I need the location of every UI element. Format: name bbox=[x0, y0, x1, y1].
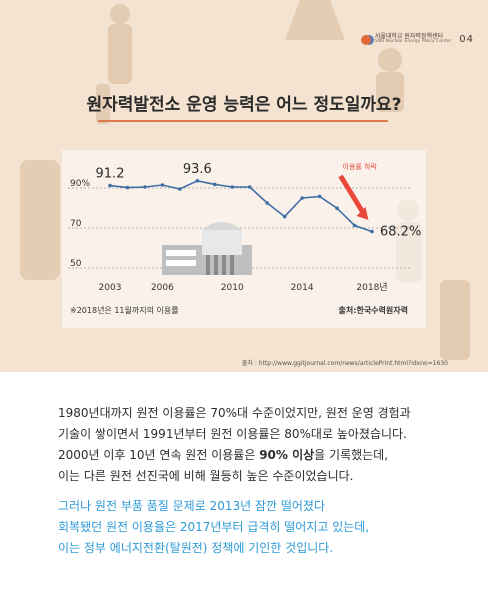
data-point bbox=[370, 229, 374, 234]
paragraph-2-line: 그러나 원전 부품 품질 문제로 2013년 잠깐 떨어졌다 bbox=[58, 499, 326, 513]
data-point bbox=[160, 183, 165, 187]
page-title: 원자력발전소 운영 능력은 어느 정도일까요? bbox=[86, 95, 402, 115]
snu-logo-icon bbox=[360, 34, 371, 45]
paragraph-1-line: 이는 다른 원전 선진국에 비해 월등히 높은 수준이었습니다. bbox=[58, 469, 354, 483]
chart-source: 출처:한국수력원자력 bbox=[338, 306, 408, 315]
text-after: 을 기록했는데, bbox=[314, 448, 389, 462]
decline-arrow-head bbox=[356, 207, 369, 220]
data-point bbox=[230, 185, 235, 189]
data-point bbox=[282, 214, 287, 219]
data-label: 68.2% bbox=[380, 225, 421, 240]
highlight-90-percent: 90% 이상 bbox=[259, 448, 315, 462]
utilization-line-chart: 90% 70 50 2003 2006 2010 2014 2018년 91.2 93.6 68.2… bbox=[68, 162, 421, 293]
nuclear-plant-icon bbox=[162, 222, 252, 275]
logo-text: 서울대학교 원자력정책센터 SNU Nuclear Energy Policy … bbox=[375, 34, 451, 45]
chart-panel: 90% 70 50 2003 2006 2010 2014 2018년 91.2 93.6 68.2… bbox=[62, 150, 426, 328]
header-logo: 서울대학교 원자력정책센터 SNU Nuclear Energy Policy … bbox=[360, 34, 474, 45]
decline-arrow bbox=[338, 174, 367, 217]
paragraph-2-line: 회복됐던 원전 이용율은 2017년부터 급격히 떨어지고 있는데, bbox=[58, 520, 370, 534]
url-source-note: 출처 : http://www.ggitjournal.com/news/art… bbox=[241, 360, 448, 367]
x-tick-label: 2006 bbox=[151, 283, 174, 293]
data-point bbox=[195, 179, 200, 183]
y-tick-label: 70 bbox=[70, 219, 82, 229]
paragraph-1-line: 기술이 쌓이면서 1991년부터 원전 이용률은 80%대로 높아졌습니다. bbox=[58, 427, 407, 441]
data-point bbox=[317, 194, 322, 199]
data-label: 93.6 bbox=[183, 162, 212, 177]
logo-korean: 서울대학교 원자력정책센터 bbox=[374, 33, 444, 41]
paragraph-2: 그러나 원전 부품 품질 문제로 2013년 잠깐 떨어졌다 회복됐던 원전 이… bbox=[58, 496, 458, 559]
y-tick-label: 50 bbox=[70, 259, 82, 269]
data-point bbox=[265, 201, 269, 205]
paragraph-1: 1980년대까지 원전 이용률은 70%대 수준이었지만, 원전 운영 경험과 … bbox=[58, 403, 458, 487]
data-point bbox=[213, 182, 217, 187]
paragraph-2-line: 이는 정부 에너지전환(탈원전) 정책에 기인한 것입니다. bbox=[58, 541, 334, 555]
x-tick-label: 2014 bbox=[291, 283, 314, 293]
chart-footnote: ※2018년은 11월까지의 이용률 bbox=[70, 306, 179, 315]
data-point bbox=[178, 187, 182, 191]
data-point bbox=[108, 183, 112, 188]
title-underline bbox=[98, 120, 388, 122]
data-point bbox=[247, 185, 252, 189]
logo-english: SNU Nuclear Energy Policy Center bbox=[374, 39, 452, 45]
data-point bbox=[143, 185, 147, 189]
x-tick-label: 2003 bbox=[99, 283, 122, 293]
y-tick-label: 90% bbox=[70, 179, 90, 189]
series-line bbox=[109, 179, 373, 233]
page-number: 04 bbox=[459, 34, 474, 45]
data-point bbox=[352, 223, 357, 228]
illustration-background: 서울대학교 원자력정책센터 SNU Nuclear Energy Policy … bbox=[0, 0, 488, 372]
x-tick-label: 2018년 bbox=[356, 282, 387, 293]
paragraph-1-line: 1980년대까지 원전 이용률은 70%대 수준이었지만, 원전 운영 경험과 bbox=[58, 406, 411, 420]
x-tick-label: 2010 bbox=[221, 283, 244, 293]
data-point bbox=[300, 196, 304, 200]
annotation-label: 이용률 하락 bbox=[343, 162, 378, 171]
data-point bbox=[125, 185, 130, 190]
data-label: 91.2 bbox=[96, 167, 125, 182]
data-point bbox=[335, 206, 339, 210]
text-before: 2000년 이후 10년 연속 원전 이용률은 bbox=[58, 448, 260, 462]
paragraph-1-line: 2000년 이후 10년 연속 원전 이용률은 90% 이상을 기록했는데, bbox=[58, 445, 458, 466]
